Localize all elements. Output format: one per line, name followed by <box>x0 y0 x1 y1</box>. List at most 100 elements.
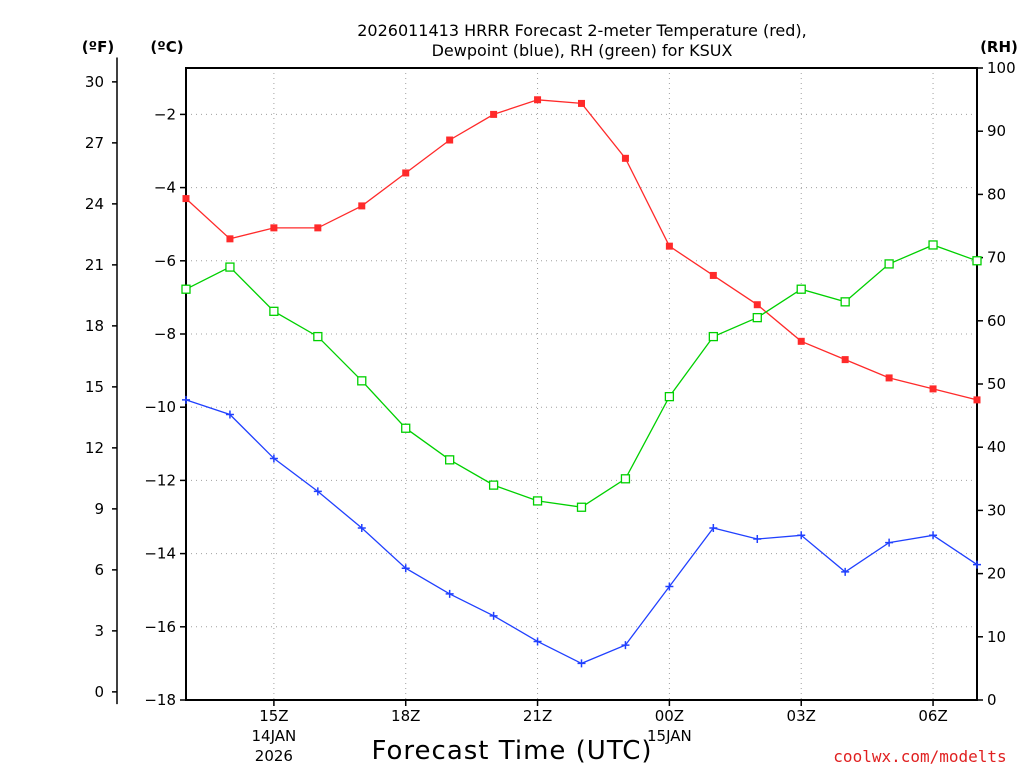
temperature-point <box>270 224 278 232</box>
rh-point <box>532 496 543 506</box>
rh-tick-label: 70 <box>987 249 1006 267</box>
dewpoint-point <box>182 395 190 404</box>
temperature-point <box>973 396 981 404</box>
temperature-point <box>358 202 366 210</box>
temperature-point <box>929 385 937 393</box>
celsius-tick-label: −18 <box>144 691 176 709</box>
dewpoint-point <box>665 582 674 591</box>
rh-line <box>185 244 978 508</box>
rh-point <box>357 376 367 386</box>
temperature-point <box>490 110 498 118</box>
x-tick-year-label: 2026 <box>255 747 293 765</box>
celsius-tick-label: −2 <box>154 105 176 123</box>
fahrenheit-tick-label: 6 <box>94 561 104 579</box>
rh-tick-label: 30 <box>987 501 1006 519</box>
rh-point <box>620 474 631 484</box>
chart-title-line1: 2026011413 HRRR Forecast 2-meter Tempera… <box>357 21 807 40</box>
fahrenheit-tick-label: 9 <box>94 500 104 518</box>
rh-point <box>401 423 411 433</box>
fahrenheit-tick-label: 15 <box>85 378 104 396</box>
temperature-point <box>578 99 585 107</box>
temperature-line <box>185 99 978 401</box>
celsius-tick-label: −6 <box>154 252 176 270</box>
temperature-point <box>314 224 322 232</box>
temperature-point <box>753 301 761 309</box>
rh-point <box>313 331 323 342</box>
x-tick-label: 03Z <box>787 707 816 725</box>
temperature-point <box>841 356 849 364</box>
fahrenheit-tick-label: 24 <box>85 195 104 213</box>
chart-title-line2: Dewpoint (blue), RH (green) for KSUX <box>432 41 733 60</box>
celsius-tick-label: −12 <box>144 471 176 489</box>
rh-tick-label: 100 <box>987 59 1016 77</box>
x-tick-label: 21Z <box>523 707 552 725</box>
temperature-point <box>226 235 234 243</box>
axes <box>112 57 983 706</box>
x-tick-label: 18Z <box>391 707 420 725</box>
rh-tick-label: 90 <box>987 122 1006 140</box>
dewpoint-point <box>621 641 630 650</box>
rh-tick-label: 0 <box>987 691 997 709</box>
dewpoint-point <box>973 560 981 569</box>
dewpoint-point <box>797 531 806 540</box>
x-axis-title: Forecast Time (UTC) <box>371 736 652 766</box>
rh-point <box>576 502 587 512</box>
dewpoint-point <box>577 659 586 668</box>
dewpoint-line <box>185 399 978 665</box>
x-tick-label: 00Z <box>655 707 684 725</box>
x-tick-date-label: 15JAN <box>647 727 692 745</box>
dewpoint-point <box>401 564 410 573</box>
dewpoint-point <box>225 410 234 419</box>
dewpoint-point <box>929 531 938 540</box>
data-series <box>181 96 982 668</box>
tick-labels: 302724211815129630−2−4−6−8−10−12−14−16−1… <box>85 59 1016 765</box>
celsius-unit-label: (ºC) <box>150 38 183 56</box>
temperature-point <box>797 337 805 345</box>
dewpoint-point <box>269 454 278 463</box>
dewpoint-point <box>357 523 366 532</box>
dewpoint-point <box>445 589 454 598</box>
dewpoint-point <box>841 567 850 576</box>
fahrenheit-unit-label: (ºF) <box>82 38 114 56</box>
dewpoint-point <box>753 534 762 543</box>
rh-point <box>840 297 850 307</box>
celsius-tick-label: −16 <box>144 618 176 636</box>
rh-point <box>928 240 938 250</box>
temperature-point <box>534 96 542 104</box>
celsius-tick-label: −4 <box>154 179 176 197</box>
temperature-point <box>885 374 893 382</box>
rh-tick-label: 20 <box>987 565 1006 583</box>
celsius-tick-label: −10 <box>144 398 176 416</box>
x-tick-label: 15Z <box>259 707 288 725</box>
rh-tick-label: 40 <box>987 438 1006 456</box>
temperature-point <box>446 136 454 144</box>
gridlines <box>186 68 977 700</box>
rh-point <box>796 284 806 294</box>
fahrenheit-tick-label: 30 <box>85 73 104 91</box>
temperature-point <box>182 195 190 203</box>
fahrenheit-tick-label: 27 <box>85 134 104 152</box>
temperature-point <box>709 271 717 279</box>
rh-tick-label: 50 <box>987 375 1006 393</box>
dewpoint-point <box>533 637 542 646</box>
fahrenheit-tick-label: 12 <box>85 439 104 457</box>
temperature-series <box>182 96 981 404</box>
rh-tick-label: 10 <box>987 628 1006 646</box>
rh-point <box>752 312 762 323</box>
rh-point <box>488 480 499 490</box>
rh-unit-label: (RH) <box>980 38 1018 56</box>
rh-tick-label: 80 <box>987 185 1006 203</box>
dewpoint-point <box>313 487 322 496</box>
rh-tick-label: 60 <box>987 312 1006 330</box>
temperature-point <box>665 242 673 250</box>
rh-point <box>884 259 894 269</box>
dewpoint-point <box>489 611 498 620</box>
rh-point <box>181 284 191 294</box>
plot-frame <box>185 67 978 701</box>
celsius-tick-label: −14 <box>144 545 176 563</box>
credit-text[interactable]: coolwx.com/modelts <box>833 747 1006 766</box>
rh-point <box>445 455 455 465</box>
dewpoint-point <box>885 538 894 547</box>
x-tick-date-label: 14JAN <box>252 727 297 745</box>
